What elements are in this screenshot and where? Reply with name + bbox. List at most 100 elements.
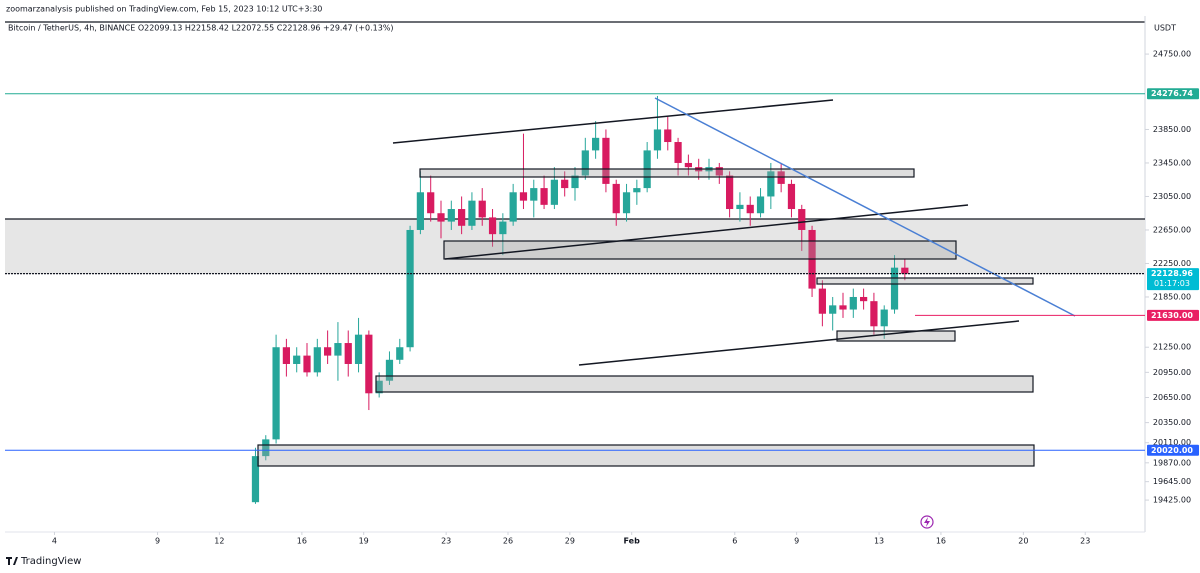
candle-body — [756, 196, 765, 214]
trend-line — [654, 97, 1076, 317]
x-tick-label: Feb — [624, 537, 641, 546]
y-tick-label: 19870.00 — [1153, 458, 1191, 467]
candle-body — [684, 162, 692, 168]
candle-body — [818, 288, 826, 314]
candle-body — [530, 188, 538, 201]
y-tick-label: 23450.00 — [1153, 158, 1191, 167]
candle-body — [458, 209, 466, 226]
candle-body — [901, 267, 909, 274]
x-tick-label: 13 — [874, 537, 884, 546]
y-tick-label: 21850.00 — [1153, 292, 1191, 301]
candle-body — [880, 309, 888, 327]
x-tick-label: 9 — [155, 537, 160, 546]
candle-body — [633, 188, 641, 193]
candle-body — [385, 359, 394, 381]
candle-body — [736, 204, 744, 210]
y-tick-label: 19645.00 — [1153, 477, 1191, 486]
price-label-box — [1147, 268, 1199, 291]
candle-body — [767, 171, 775, 197]
candle-body — [262, 439, 270, 457]
y-tick-label: 21250.00 — [1153, 343, 1191, 352]
candle-body — [272, 347, 280, 440]
candle-body — [849, 296, 857, 310]
candle-body — [674, 142, 682, 163]
x-tick-label: 23 — [1080, 537, 1090, 546]
candle-body — [860, 296, 868, 302]
x-tick-label: 29 — [565, 537, 575, 546]
drawings — [257, 97, 1076, 467]
candle-body — [787, 183, 796, 210]
candle-body — [375, 380, 383, 394]
candle-body — [313, 347, 321, 373]
y-tick-label: 24750.00 — [1153, 50, 1191, 59]
candle-body — [396, 347, 404, 360]
candle-body — [664, 129, 672, 143]
candle-body — [561, 179, 569, 189]
candle-body — [251, 456, 260, 503]
x-tick-label: 6 — [732, 537, 737, 546]
zone-rect — [443, 240, 957, 260]
candle-body — [416, 192, 424, 230]
candle-body — [602, 137, 610, 184]
trend-line — [444, 204, 969, 260]
price-label: 21630.00 — [1151, 311, 1193, 320]
y-tick-label: 20650.00 — [1153, 393, 1191, 402]
trend-line — [392, 99, 834, 144]
candle-body — [447, 209, 455, 222]
candle-body — [870, 301, 878, 327]
price-label-box — [1147, 309, 1199, 321]
zone-rect — [257, 444, 1035, 467]
currency: USDT — [1154, 24, 1176, 33]
candle-body — [839, 305, 847, 310]
zone-rect — [836, 330, 956, 342]
y-tick-label: 22250.00 — [1153, 259, 1191, 268]
candle-body — [509, 192, 517, 222]
y-tick-label: 22650.00 — [1153, 225, 1191, 234]
candle-body — [571, 175, 579, 189]
candle-body — [592, 137, 600, 151]
trend-line — [578, 320, 1020, 366]
candle-body — [890, 267, 899, 310]
candle-body — [499, 221, 507, 235]
candle-body — [406, 229, 414, 348]
candle-body — [746, 204, 754, 214]
candle-body — [303, 355, 311, 373]
price-label: 24276.74 — [1151, 89, 1193, 98]
legend: Bitcoin / TetherUS, 4h, BINANCE O22099.1… — [8, 24, 394, 33]
y-tick-label: 20350.00 — [1153, 418, 1191, 427]
price-label: 20020.00 — [1151, 446, 1193, 455]
candle-body — [468, 200, 476, 226]
x-tick-label: 4 — [52, 537, 57, 546]
candle-body — [282, 347, 290, 364]
candle-body — [777, 171, 785, 184]
candle-body — [829, 305, 837, 314]
x-tick-label: 19 — [359, 537, 369, 546]
x-tick-label: 9 — [794, 537, 799, 546]
candle-body — [653, 129, 662, 151]
countdown: 01:17:03 — [1154, 279, 1190, 288]
x-tick-label: 16 — [297, 537, 307, 546]
x-tick-label: 12 — [214, 537, 224, 546]
x-tick-label: 26 — [503, 537, 513, 546]
price-label-box — [1147, 444, 1199, 456]
candle-body — [488, 217, 497, 235]
candle-body — [354, 334, 363, 364]
candle-body — [622, 192, 631, 214]
zone-rect — [375, 375, 1034, 393]
x-tick-label: 16 — [936, 537, 946, 546]
y-tick-label: 20950.00 — [1153, 368, 1191, 377]
candles — [251, 95, 909, 504]
x-tick-label: 20 — [1018, 537, 1028, 546]
y-tick-label: 23850.00 — [1153, 125, 1191, 134]
candle-body — [437, 213, 445, 222]
candle-body — [798, 209, 806, 230]
publisher: zoomarzanalysis published on TradingView… — [6, 5, 322, 14]
zone-rect — [816, 277, 1034, 285]
candle-body — [519, 192, 528, 201]
candle-body — [540, 188, 548, 205]
x-tick-label: 23 — [441, 537, 451, 546]
replay-icon[interactable] — [920, 515, 934, 529]
price-label: 22128.96 — [1151, 269, 1193, 278]
